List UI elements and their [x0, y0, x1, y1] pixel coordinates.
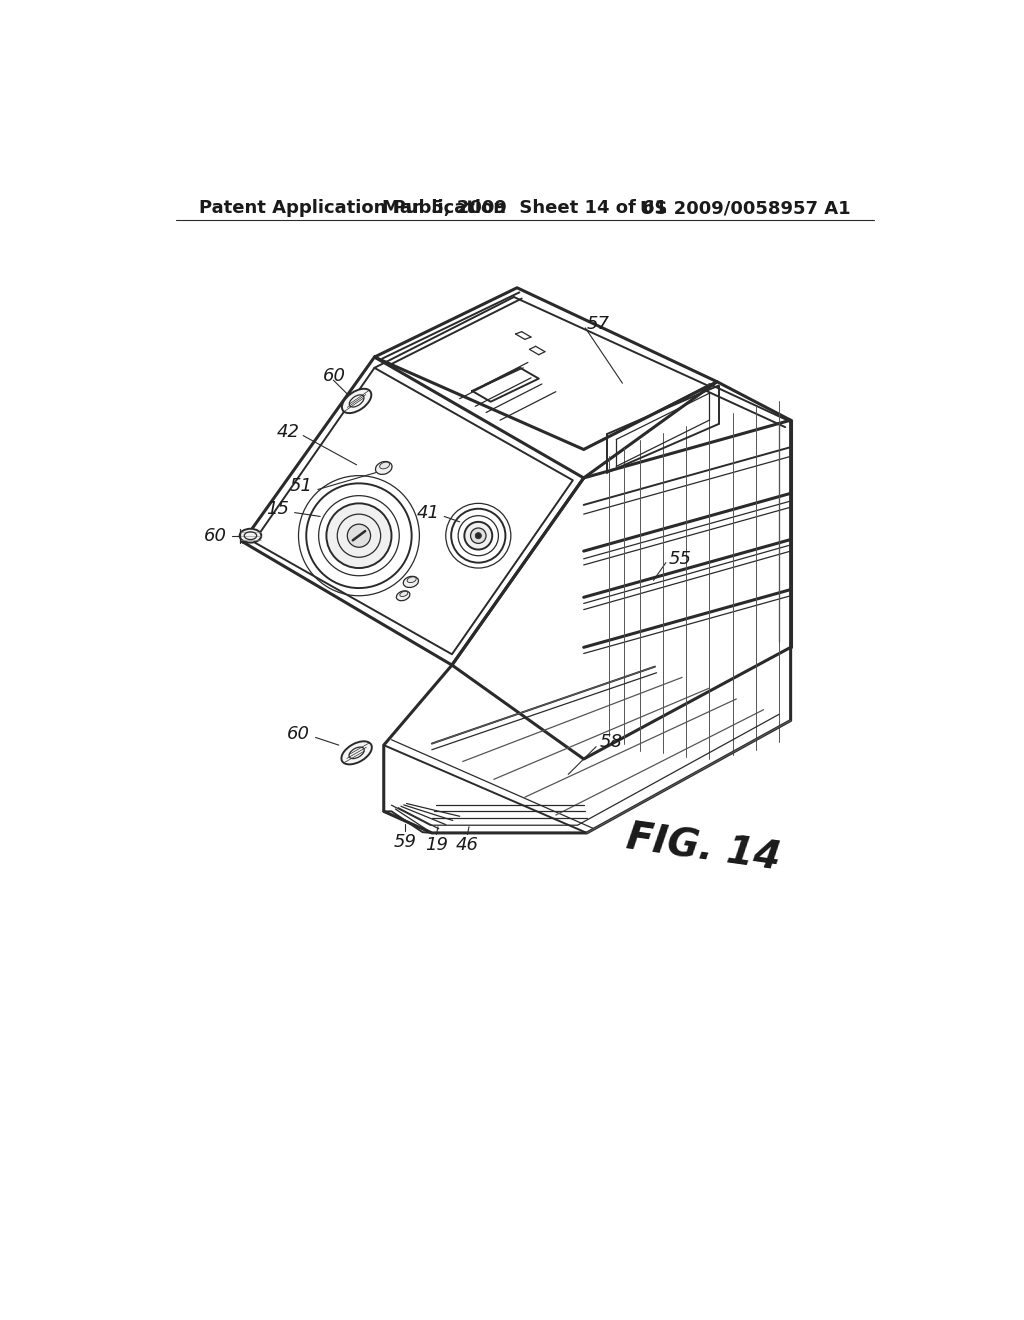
Text: Patent Application Publication: Patent Application Publication	[200, 199, 506, 218]
Text: 15: 15	[266, 500, 289, 517]
Text: 42: 42	[278, 422, 300, 441]
Text: 59: 59	[394, 833, 417, 851]
Ellipse shape	[396, 591, 410, 601]
Ellipse shape	[380, 462, 389, 469]
Ellipse shape	[399, 591, 408, 597]
Text: 51: 51	[290, 477, 312, 495]
Ellipse shape	[403, 577, 419, 587]
Ellipse shape	[408, 577, 416, 582]
Text: 41: 41	[417, 504, 439, 521]
Text: 55: 55	[669, 550, 692, 568]
Ellipse shape	[341, 742, 372, 764]
Text: 46: 46	[456, 836, 479, 854]
Text: FIG. 14: FIG. 14	[624, 818, 782, 878]
Ellipse shape	[240, 529, 261, 543]
Text: 58: 58	[599, 733, 623, 751]
Circle shape	[327, 503, 391, 568]
Text: US 2009/0058957 A1: US 2009/0058957 A1	[640, 199, 850, 218]
Circle shape	[464, 521, 493, 549]
Text: 60: 60	[324, 367, 346, 384]
Ellipse shape	[342, 389, 372, 413]
Circle shape	[347, 524, 371, 548]
Text: 57: 57	[587, 315, 610, 333]
Text: 19: 19	[425, 836, 447, 854]
Ellipse shape	[376, 462, 392, 474]
Text: 60: 60	[204, 527, 227, 545]
Text: Mar. 5, 2009  Sheet 14 of 61: Mar. 5, 2009 Sheet 14 of 61	[382, 199, 668, 218]
Circle shape	[471, 528, 486, 544]
Circle shape	[475, 532, 481, 539]
Text: 60: 60	[287, 726, 310, 743]
